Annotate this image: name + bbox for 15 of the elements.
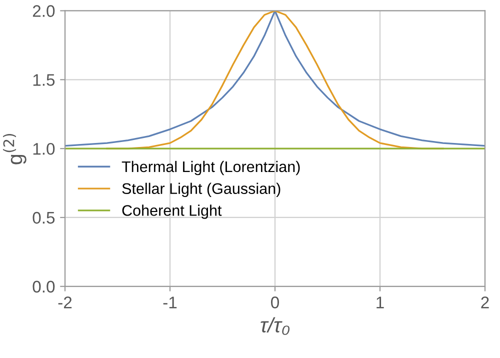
x-tick-label: -1 bbox=[163, 296, 177, 308]
y-axis-title: g$^{(2)}$ bbox=[3, 134, 26, 164]
x-tick-label: 0 bbox=[271, 296, 279, 308]
x-tick-label: -2 bbox=[58, 296, 72, 308]
x-tick-label: 1 bbox=[376, 296, 384, 308]
legend-label: Stellar Light (Gaussian) bbox=[122, 182, 280, 198]
legend-label: Thermal Light (Lorentzian) bbox=[122, 160, 300, 176]
y-tick-label: 0.0 bbox=[32, 280, 55, 293]
x-axis-title: τ/τ₀ bbox=[260, 317, 290, 335]
y-tick-label: 0.5 bbox=[32, 212, 55, 224]
legend-label: Coherent Light bbox=[122, 204, 222, 219]
x-tick-label: 2 bbox=[481, 296, 489, 308]
y-tick-label: 1.5 bbox=[33, 74, 55, 86]
y-tick-label: 2.0 bbox=[32, 5, 55, 17]
y-tick-label: 1.0 bbox=[33, 142, 55, 155]
